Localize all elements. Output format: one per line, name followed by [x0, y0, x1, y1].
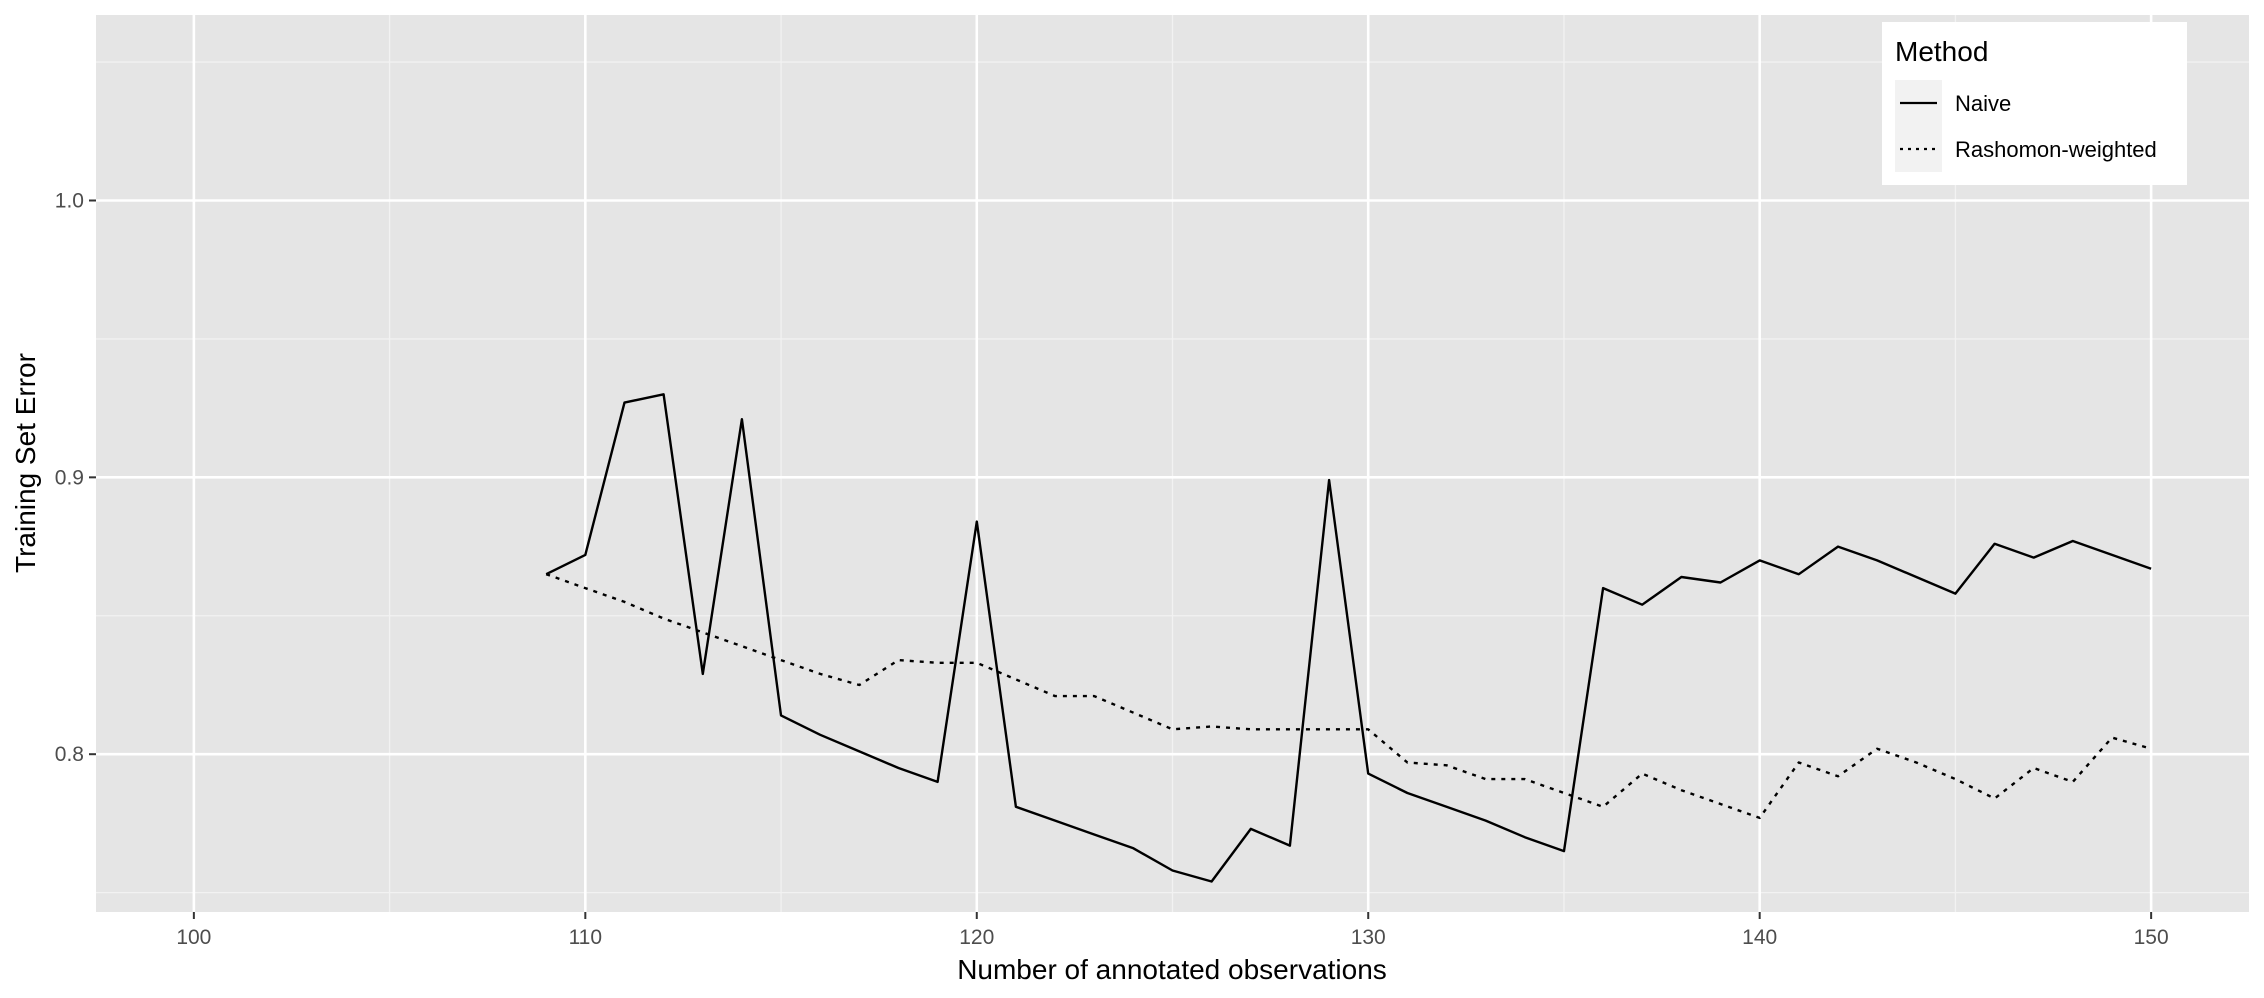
- y-tick-label: 1.0: [55, 189, 84, 212]
- y-axis-title: Training Set Error: [10, 353, 41, 573]
- major-gridlines: [96, 15, 2249, 912]
- y-tick-label: 0.8: [55, 743, 84, 766]
- x-axis: 100 110 120 130 140 150: [176, 912, 2169, 949]
- y-axis: 0.8 0.9 1.0: [55, 189, 96, 766]
- series-line-naive: [545, 393, 2152, 883]
- x-tick-label: 110: [569, 926, 602, 949]
- x-tick-label: 150: [2134, 926, 2169, 949]
- legend-label-naive: Naive: [1955, 91, 2011, 116]
- y-tick-label: 0.9: [55, 466, 84, 489]
- legend-label-rashomon: Rashomon-weighted: [1955, 137, 2157, 162]
- legend-title: Method: [1895, 36, 1988, 67]
- x-tick-label: 100: [176, 926, 211, 949]
- x-axis-title: Number of annotated observations: [957, 954, 1387, 985]
- x-tick-label: 140: [1742, 926, 1777, 949]
- legend: Method Naive Rashomon-weighted: [1882, 22, 2187, 185]
- series-lines: [545, 393, 2152, 883]
- series-line-rashomon-weighted: [545, 573, 2152, 820]
- x-tick-label: 130: [1351, 926, 1386, 949]
- x-tick-label: 120: [959, 926, 994, 949]
